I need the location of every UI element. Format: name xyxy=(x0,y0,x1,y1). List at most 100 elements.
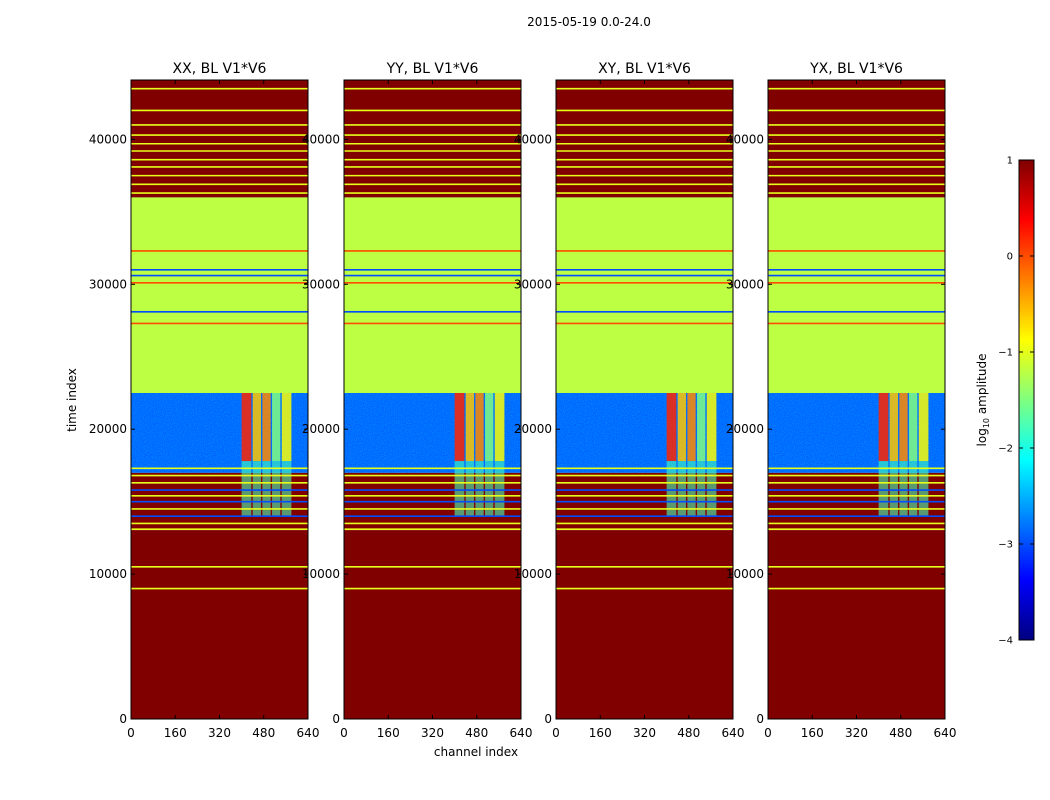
x-tick-label: 0 xyxy=(552,726,560,740)
channel-band xyxy=(454,392,465,462)
x-tick-label: 320 xyxy=(845,726,868,740)
y-tick-label: 10000 xyxy=(89,567,127,581)
colorbar-ticks: 1 0 −1 −2 −3 −4 xyxy=(998,156,1034,647)
colorbar-label: log10 amplitude xyxy=(975,354,991,447)
channel-band-lower xyxy=(454,461,465,517)
y-tick-label: 20000 xyxy=(726,422,764,436)
channel-band-lower xyxy=(878,461,889,517)
x-tick-label: 0 xyxy=(340,726,348,740)
colorbar: 10−1−2−3−4 log10 amplitude xyxy=(975,156,1035,647)
channel-band xyxy=(485,392,494,462)
colorbar-label-main: log xyxy=(975,428,989,446)
x-tick-label: 0 xyxy=(764,726,772,740)
x-tick-label: 480 xyxy=(465,726,488,740)
panel-title: XY, BL V1*V6 xyxy=(598,61,691,77)
x-tick-label: 160 xyxy=(589,726,612,740)
channel-band xyxy=(909,392,918,462)
data-region xyxy=(131,197,308,393)
panel-title: YX, BL V1*V6 xyxy=(809,61,903,77)
channel-band xyxy=(272,392,281,462)
panels: XX, BL V1*V6 0 160 320 480 640 0 10000 20000 3000… xyxy=(89,61,957,740)
panel-yx: YX, BL V1*V6 0 160 320 480 640 0 10000 20000 3000… xyxy=(726,61,957,740)
channel-band-lower xyxy=(677,461,686,517)
channel-band-lower xyxy=(272,461,281,517)
channel-band xyxy=(899,392,908,462)
channel-band xyxy=(465,392,474,462)
x-tick-label: 480 xyxy=(677,726,700,740)
y-tick-label: 20000 xyxy=(514,422,552,436)
data-region xyxy=(344,197,521,393)
channel-band xyxy=(252,392,261,462)
x-tick-label: 640 xyxy=(297,726,320,740)
data-region xyxy=(344,530,521,719)
channel-band-lower xyxy=(494,461,505,517)
colorbar-gradient xyxy=(1018,159,1035,641)
channel-band-lower xyxy=(918,461,929,517)
y-tick-label: 30000 xyxy=(726,277,764,291)
data-region-noise xyxy=(556,392,733,473)
x-tick-label: 160 xyxy=(164,726,187,740)
channel-band-lower xyxy=(687,461,696,517)
x-tick-label: 640 xyxy=(722,726,745,740)
x-tick-label: 640 xyxy=(510,726,533,740)
channel-band-lower xyxy=(666,461,677,517)
data-region-noise xyxy=(131,392,308,473)
colorbar-tick-label: −3 xyxy=(998,540,1013,551)
channel-band xyxy=(687,392,696,462)
colorbar-label-tail: amplitude xyxy=(975,354,989,418)
channel-band xyxy=(706,392,717,462)
y-tick-label: 40000 xyxy=(302,132,340,146)
channel-band-lower xyxy=(465,461,474,517)
x-axis-label: channel index xyxy=(434,745,518,759)
channel-band xyxy=(241,392,252,462)
data-region xyxy=(344,80,521,198)
channel-band-lower xyxy=(889,461,898,517)
data-region xyxy=(131,530,308,719)
y-tick-label: 40000 xyxy=(726,132,764,146)
channel-band xyxy=(281,392,292,462)
y-tick-label: 10000 xyxy=(726,567,764,581)
channel-band-lower xyxy=(252,461,261,517)
channel-band xyxy=(262,392,271,462)
panel-yy: YY, BL V1*V6 0 160 320 480 640 0 10000 20000 3000… xyxy=(302,61,533,740)
y-tick-label: 20000 xyxy=(89,422,127,436)
figure-suptitle: 2015-05-19 0.0-24.0 xyxy=(527,15,651,29)
colorbar-tick-label: −1 xyxy=(998,348,1013,359)
y-tick-label: 0 xyxy=(756,712,764,726)
y-tick-label: 30000 xyxy=(302,277,340,291)
channel-band xyxy=(666,392,677,462)
channel-band xyxy=(889,392,898,462)
x-tick-label: 480 xyxy=(889,726,912,740)
y-tick-label: 10000 xyxy=(514,567,552,581)
data-region xyxy=(768,197,945,393)
channel-band-lower xyxy=(281,461,292,517)
x-tick-label: 320 xyxy=(421,726,444,740)
y-tick-label: 30000 xyxy=(514,277,552,291)
channel-band-lower xyxy=(262,461,271,517)
channel-band xyxy=(475,392,484,462)
y-tick-label: 0 xyxy=(544,712,552,726)
channel-band xyxy=(697,392,706,462)
y-tick-label: 0 xyxy=(332,712,340,726)
data-region xyxy=(556,197,733,393)
x-tick-label: 0 xyxy=(127,726,135,740)
channel-band-lower xyxy=(485,461,494,517)
data-region xyxy=(556,80,733,198)
data-region xyxy=(768,530,945,719)
panel-xx: XX, BL V1*V6 0 160 320 480 640 0 10000 20000 3000… xyxy=(89,61,320,740)
channel-band xyxy=(494,392,505,462)
data-region xyxy=(131,80,308,198)
y-tick-label: 40000 xyxy=(89,132,127,146)
x-tick-label: 640 xyxy=(934,726,957,740)
panel-title: YY, BL V1*V6 xyxy=(386,61,479,77)
colorbar-tick-label: 1 xyxy=(1007,156,1013,167)
channel-band-lower xyxy=(706,461,717,517)
colorbar-tick-label: −2 xyxy=(998,444,1013,455)
channel-band xyxy=(918,392,929,462)
y-tick-label: 0 xyxy=(119,712,127,726)
x-tick-label: 160 xyxy=(801,726,824,740)
channel-band-lower xyxy=(909,461,918,517)
y-tick-label: 30000 xyxy=(89,277,127,291)
x-tick-label: 160 xyxy=(377,726,400,740)
x-tick-label: 320 xyxy=(208,726,231,740)
